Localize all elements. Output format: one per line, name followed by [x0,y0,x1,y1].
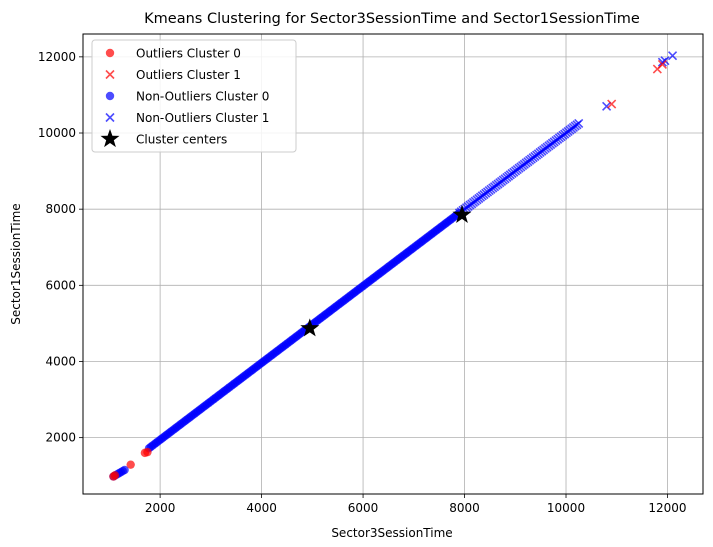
y-axis-label: Sector1SessionTime [9,203,23,324]
legend-label-outliers-cluster-1: Outliers Cluster 1 [136,68,241,82]
x-tick-label: 10000 [547,501,585,515]
non-outliers-cluster-0-point [120,465,129,475]
legend-marker-non-outliers-cluster-0 [105,91,115,101]
outliers-cluster-1-point [607,99,617,109]
axis-ticks: 2000 4000 6000 8000 10000 12000 2000 4000 6000 80… [38,50,687,515]
x-tick-label: 2000 [145,501,176,515]
legend-marker-outliers-cluster-0 [105,48,115,58]
y-tick-label: 2000 [45,431,76,445]
x-tick-label: 12000 [648,501,686,515]
y-tick-label: 12000 [38,50,76,64]
x-tick-label: 6000 [348,501,379,515]
legend-label-non-outliers-cluster-0: Non-Outliers Cluster 0 [136,90,269,104]
legend: Outliers Cluster 0 Outliers Cluster 1 Non-… [91,39,297,153]
legend-label-non-outliers-cluster-1: Non-Outliers Cluster 1 [136,111,269,125]
legend-marker-outliers-cluster-1 [105,69,115,80]
outliers-cluster-0-point [126,460,135,469]
outliers-cluster-1-point [657,59,667,70]
legend-box [91,39,297,153]
x-tick-label: 8000 [449,501,480,515]
legend-label-outliers-cluster-0: Outliers Cluster 0 [136,47,241,61]
x-tick-label: 4000 [246,501,277,515]
plot-area [109,51,678,481]
legend-marker-non-outliers-cluster-1 [105,112,115,123]
non-outliers-cluster-1-point [602,101,612,111]
outliers-cluster-0-point [143,447,152,457]
cluster-centers-point [300,318,320,337]
y-tick-label: 10000 [38,126,76,140]
cluster-centers-point [452,204,472,223]
y-tick-label: 6000 [45,278,76,292]
chart-title: Kmeans Clustering for Sector3SessionTime… [144,11,640,27]
y-tick-label: 8000 [45,202,76,216]
x-axis-label: Sector3SessionTime [331,526,452,540]
y-tick-label: 4000 [45,354,76,368]
outliers-cluster-0-point [110,471,120,480]
axes-frame [82,33,704,495]
legend-label-cluster-centers: Cluster centers [136,133,227,147]
non-outliers-cluster-1-point [574,118,584,129]
legend-marker-cluster-centers [100,129,120,148]
non-outliers-cluster-1-point [667,51,678,61]
